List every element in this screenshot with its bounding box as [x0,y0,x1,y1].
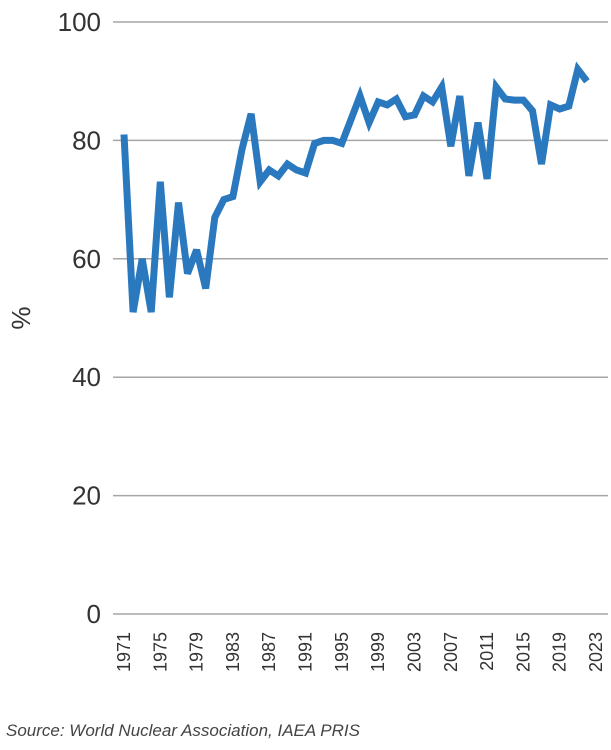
x-tick-label: 1991 [296,632,316,672]
x-tick-label: 1995 [332,632,352,672]
x-tick-label: 1971 [114,632,134,672]
x-tick-label: 2023 [586,632,606,672]
series-line [120,61,590,313]
x-tick-label: 1975 [150,632,170,672]
x-tick-label: 2011 [477,632,497,671]
x-tick-label: 1987 [259,632,279,672]
x-tick-label: 1979 [187,632,207,672]
x-tick-label: 2019 [550,632,570,672]
y-tick-label: 40 [72,362,101,392]
x-tick-label: 2015 [513,632,533,672]
x-tick-label: 1983 [223,632,243,672]
y-tick-label: 80 [72,125,101,155]
y-axis-ticks: 0 20 40 60 80 100 [58,7,101,629]
y-axis-label: % [6,306,36,329]
y-tick-label: 60 [72,244,101,274]
x-tick-label: 2003 [404,632,424,672]
y-tick-label: 100 [58,7,101,37]
x-axis-ticks: 1971 1975 1979 1983 1987 1991 1995 1999 2003 2007… [114,632,606,672]
source-note: Source: World Nuclear Association, IAEA … [6,721,360,740]
series-layer [120,61,590,313]
x-tick-label: 2007 [441,632,461,672]
y-tick-label: 20 [72,481,101,511]
y-tick-label: 0 [87,599,101,629]
x-tick-label: 1999 [368,632,388,672]
